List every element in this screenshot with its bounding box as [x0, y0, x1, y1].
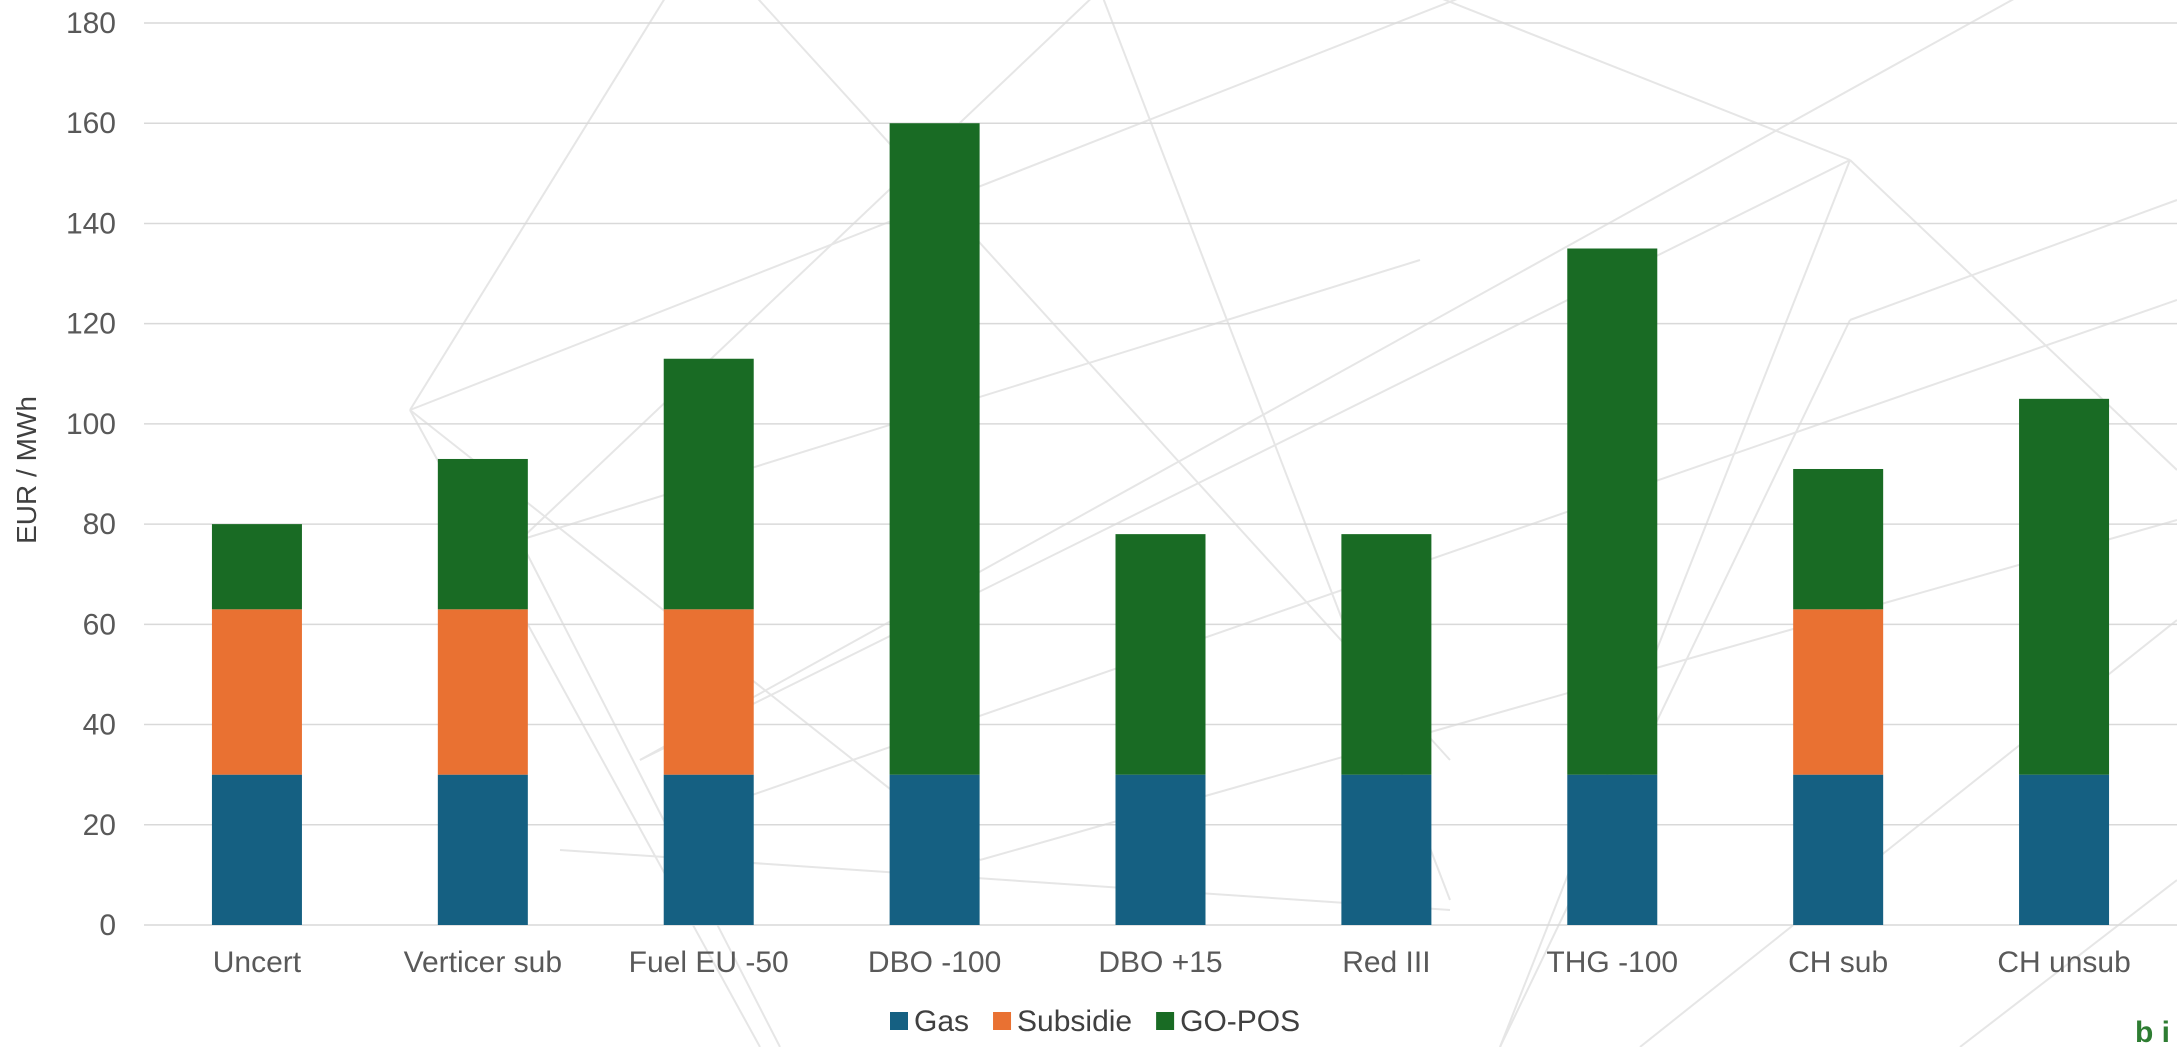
- watermark-line: [1499, 319, 1851, 1047]
- legend-swatch: [890, 1012, 908, 1030]
- legend-label: Gas: [914, 1005, 969, 1038]
- bar-segment-subsidie: [211, 609, 302, 775]
- watermark-line: [1499, 159, 1851, 1047]
- watermark-line: [639, 0, 2015, 761]
- x-category-label: Verticer sub: [404, 946, 562, 979]
- watermark-line: [1959, 879, 2177, 1047]
- x-category-label: DBO -100: [868, 946, 1001, 979]
- bar-segment-go-pos: [1567, 248, 1658, 775]
- y-tick-label: 60: [83, 608, 116, 641]
- watermark-line: [519, 0, 1091, 541]
- y-tick-label: 100: [66, 408, 116, 441]
- bar-segment-go-pos: [2019, 398, 2110, 775]
- bar-segment-go-pos: [211, 524, 302, 610]
- y-axis-label: EUR / MWh: [11, 396, 42, 544]
- y-tick-label: 20: [83, 809, 116, 842]
- legend-label: Subsidie: [1017, 1005, 1132, 1038]
- x-category-label: Uncert: [213, 946, 302, 979]
- y-axis-ticks: 0 20 40 60 80 100 120 140 160 180: [66, 7, 116, 942]
- bar-segment-gas: [889, 774, 980, 925]
- y-tick-label: 180: [66, 7, 116, 40]
- y-tick-label: 140: [66, 207, 116, 240]
- watermark-line: [1849, 199, 2177, 321]
- x-category-label: DBO +15: [1098, 946, 1222, 979]
- bar-segment-gas: [211, 774, 302, 925]
- bar-segment-go-pos: [1115, 534, 1206, 775]
- bar-segment-gas: [1567, 774, 1658, 925]
- bar-segment-go-pos: [437, 458, 528, 610]
- brand-logo: b i: [2135, 1016, 2170, 1047]
- legend-label: GO-POS: [1180, 1005, 1300, 1038]
- x-category-label: Fuel EU -50: [629, 946, 789, 979]
- bar-segment-subsidie: [437, 609, 528, 775]
- y-tick-label: 0: [99, 909, 116, 942]
- bar-segment-gas: [1115, 774, 1206, 925]
- y-tick-label: 80: [83, 508, 116, 541]
- x-category-label: Red III: [1342, 946, 1430, 979]
- bar-segment-gas: [437, 774, 528, 925]
- watermark-line: [1849, 159, 2177, 471]
- watermark-line: [757, 0, 1451, 761]
- bar-segment-gas: [2019, 774, 2110, 925]
- x-category-label: CH sub: [1788, 946, 1888, 979]
- y-tick-label: 120: [66, 308, 116, 341]
- watermark-line: [409, 0, 665, 411]
- legend-swatch: [1156, 1012, 1175, 1030]
- watermark-line: [1442, 0, 1851, 161]
- x-category-label: CH unsub: [1997, 946, 2130, 979]
- bar-segment-go-pos: [663, 358, 754, 610]
- bar-segment-gas: [1341, 774, 1432, 925]
- bar-segment-subsidie: [663, 609, 754, 775]
- legend: Gas Subsidie GO-POS: [890, 1005, 1300, 1038]
- y-tick-label: 40: [83, 709, 116, 742]
- legend-swatch: [993, 1012, 1012, 1030]
- bar-segment-go-pos: [1793, 468, 1884, 610]
- bar-segment-gas: [1793, 774, 1884, 925]
- watermark-line: [639, 159, 1851, 761]
- x-axis-categories: Uncert Verticer sub Fuel EU -50 DBO -100 DBO…: [213, 946, 2131, 979]
- y-tick-label: 160: [66, 107, 116, 140]
- bar-segment-subsidie: [1793, 609, 1884, 775]
- x-category-label: THG -100: [1546, 946, 1678, 979]
- bar-segment-go-pos: [1341, 534, 1432, 775]
- bars: [211, 123, 2110, 925]
- bar-segment-gas: [663, 774, 754, 925]
- bar-segment-go-pos: [889, 123, 980, 775]
